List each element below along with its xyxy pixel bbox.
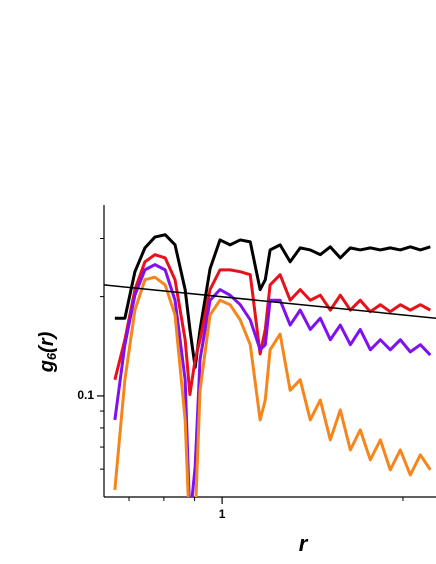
- curve: [114, 233, 431, 369]
- curve: [113, 275, 432, 497]
- x-axis-label: r: [299, 531, 309, 556]
- trend-line: [104, 284, 436, 319]
- y-axis-label: g6(r): [36, 331, 59, 373]
- curve: [113, 263, 432, 497]
- y-label-sub: 6: [44, 352, 59, 360]
- curve: [113, 253, 432, 397]
- plot-area: [104, 233, 436, 497]
- x-tick-label: 1: [219, 507, 226, 521]
- y-label-base: g: [36, 360, 58, 373]
- y-label-rest: (r): [36, 331, 58, 352]
- y-tick-label: 0.1: [77, 388, 94, 402]
